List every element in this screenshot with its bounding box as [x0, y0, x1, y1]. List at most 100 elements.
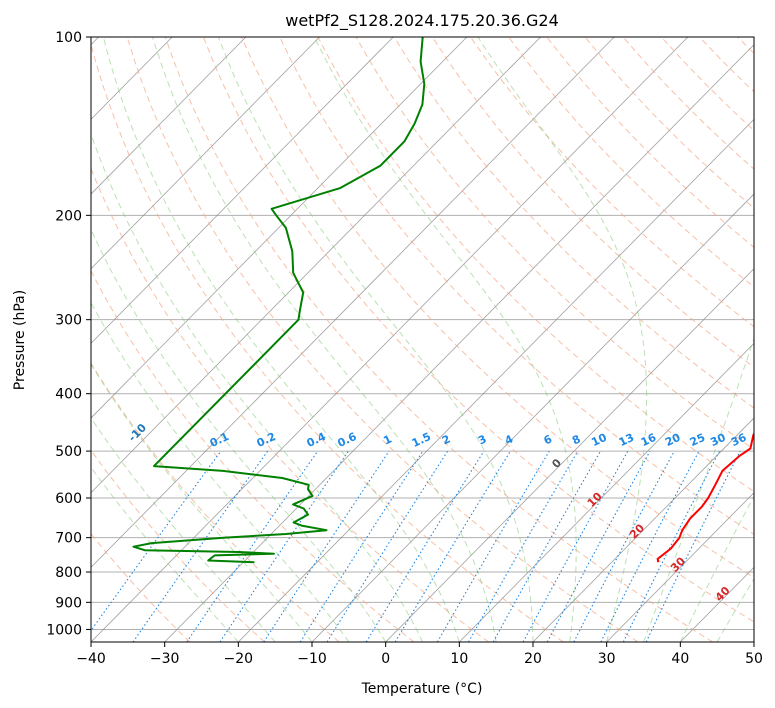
mixing-ratio-line — [645, 450, 741, 642]
mixing-ratio-label: 25 — [688, 431, 707, 449]
profile-lines — [132, 37, 754, 564]
mixing-ratio-line — [492, 450, 602, 642]
dry-adiabat-line — [91, 42, 564, 642]
y-tick-label: 700 — [55, 531, 82, 547]
y-tick-label: 300 — [55, 313, 82, 329]
moist-adiabats — [91, 37, 754, 642]
dry-adiabat-line — [431, 37, 754, 368]
plot-frame — [90, 36, 755, 643]
isotherm-gridlines — [91, 37, 754, 642]
mixing-ratio-label: 2 — [440, 432, 452, 447]
moist-adiabat-line — [217, 37, 534, 642]
dry-adiabat-line — [584, 37, 754, 209]
plot-area: 0.10.20.40.611.52346810131620253036-100-… — [91, 37, 754, 642]
y-tick-label: 200 — [55, 208, 82, 224]
moist-adiabat-line — [91, 228, 387, 642]
x-tick-label: 40 — [671, 651, 689, 667]
mixing-ratio-line — [522, 450, 629, 642]
dry-adiabats — [91, 37, 754, 642]
dry-adiabat-line — [546, 37, 754, 248]
y-tick-label: 800 — [55, 565, 82, 581]
y-tick-label: 900 — [55, 595, 82, 611]
x-tick-label: 30 — [598, 651, 616, 667]
adiabat-labels: 0.10.20.40.611.52346810131620253036-100-… — [126, 421, 749, 604]
mixing-ratio-line — [622, 450, 720, 642]
dry-adiabat-line — [470, 37, 754, 328]
moist-adiabat-line — [477, 37, 648, 642]
mixing-ratio-label: 6 — [542, 432, 555, 447]
mixing-ratio-lines — [91, 450, 741, 642]
y-tick-label: 400 — [55, 387, 82, 403]
dry-adiabat-line — [91, 269, 415, 642]
moist-adiabat-line — [643, 336, 754, 642]
isotherm-gridline — [385, 268, 754, 642]
mixing-ratio-line — [365, 450, 485, 642]
mixing-ratio-label: 0.6 — [335, 430, 358, 450]
x-tick-label: −20 — [224, 651, 254, 667]
moist-adiabat-line — [91, 301, 350, 642]
moist-adiabat-label: -10 — [126, 421, 149, 444]
y-axis-ticks: 100 200 300 400 500 600 700 800 900 1000 — [46, 30, 91, 638]
dry-adiabat-line — [91, 362, 340, 642]
isotherm-gridline — [753, 641, 754, 642]
mixing-ratio-label: 1.5 — [410, 430, 433, 450]
moist-adiabat-line — [102, 37, 460, 642]
mixing-ratio-label: 20 — [663, 431, 683, 449]
dry-adiabat-line — [393, 37, 754, 409]
mixing-ratio-line — [299, 450, 424, 642]
mixing-ratio-line — [132, 450, 269, 642]
mixing-ratio-label: 0.2 — [255, 430, 278, 450]
dry-adiabat-line — [91, 449, 265, 642]
dry-adiabat-label: 40 — [713, 584, 733, 604]
isotherm-gridline — [459, 342, 754, 642]
dry-adiabat-line — [279, 37, 754, 535]
mixing-ratio-label: 10 — [589, 431, 609, 449]
x-tick-label: −40 — [76, 651, 106, 667]
mixing-ratio-line — [546, 450, 651, 642]
mixing-ratio-label: 36 — [729, 431, 749, 449]
dry-adiabat-line — [126, 37, 639, 642]
x-axis-ticks: −40 −30 −20 −10 0 10 20 30 40 50 — [76, 642, 763, 667]
moist-adiabat-line — [91, 417, 276, 642]
isotherm-gridline — [91, 37, 394, 344]
moist-adiabat-line — [91, 466, 239, 642]
isotherm-gridline — [311, 193, 754, 642]
mixing-ratio-line — [186, 450, 319, 642]
moist-adiabat-line — [314, 37, 577, 642]
isotherm-gridline — [532, 417, 754, 642]
mixing-ratio-line — [600, 450, 700, 642]
mixing-ratio-label: 13 — [617, 431, 636, 449]
dry-adiabat-label: 20 — [627, 521, 647, 541]
isotherm-gridline — [238, 118, 754, 642]
isotherm-gridline — [91, 37, 247, 195]
dry-adiabat-line — [91, 167, 489, 642]
mixing-ratio-label: 8 — [570, 432, 582, 447]
temperature-profile-line — [656, 432, 754, 563]
isotherm-gridline — [91, 37, 541, 494]
moist-adiabat-line — [679, 495, 754, 642]
dry-adiabat-line — [317, 37, 754, 493]
mixing-ratio-label: 30 — [708, 431, 728, 449]
x-tick-label: 0 — [381, 651, 390, 667]
mixing-ratio-line — [91, 450, 222, 632]
isotherm-gridline — [91, 37, 468, 419]
isotherm-gridline — [164, 44, 754, 642]
x-tick-label: −30 — [150, 651, 180, 667]
y-tick-label: 500 — [55, 444, 82, 460]
dry-adiabat-line — [355, 37, 754, 451]
isotherm-gridline — [91, 37, 320, 270]
mixing-ratio-line — [326, 450, 449, 642]
moist-adiabat-line — [91, 363, 313, 642]
x-tick-label: 20 — [524, 651, 542, 667]
dry-adiabat-line — [202, 37, 754, 623]
moist-adiabat-line — [152, 37, 497, 642]
y-tick-label: 1000 — [46, 622, 82, 638]
x-tick-label: −10 — [297, 651, 327, 667]
mixing-ratio-label: 1 — [381, 432, 393, 447]
dewpoint-profile-line — [132, 37, 426, 564]
chart-title: wetPf2_S128.2024.175.20.36.G24 — [285, 11, 559, 31]
dry-adiabat-label: 10 — [585, 490, 605, 510]
mixing-ratio-line — [263, 450, 390, 642]
mixing-ratio-line — [436, 450, 550, 642]
